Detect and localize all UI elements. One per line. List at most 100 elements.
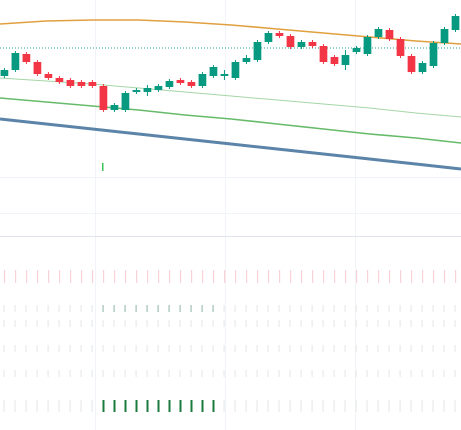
pane-tick xyxy=(135,305,137,312)
candle-body xyxy=(33,62,42,74)
pane-tick xyxy=(245,345,247,352)
pane-tick xyxy=(322,320,324,327)
pane-tick xyxy=(377,305,379,312)
pane-tick xyxy=(301,270,303,283)
pane-tick xyxy=(102,345,104,352)
candle-body xyxy=(407,56,416,72)
pane-tick xyxy=(322,345,324,352)
pane-tick xyxy=(36,305,38,312)
candle-body xyxy=(143,88,152,92)
pane-tick xyxy=(36,345,38,352)
signal-tick xyxy=(102,163,104,171)
pane-tick xyxy=(223,400,225,412)
ma-line xyxy=(0,117,461,171)
pane-tick xyxy=(102,305,104,312)
pane-tick xyxy=(14,400,16,412)
pane-tick xyxy=(80,400,82,412)
pane-tick xyxy=(14,370,16,377)
pane-tick xyxy=(25,305,27,312)
pane-tick xyxy=(47,320,49,327)
pane-tick xyxy=(410,400,412,412)
pane-tick xyxy=(268,270,270,283)
pane-tick xyxy=(124,320,126,327)
pane-tick xyxy=(58,305,60,312)
pane-tick xyxy=(388,345,390,352)
pane-tick xyxy=(91,370,93,377)
pane-tick xyxy=(322,370,324,377)
pane-tick xyxy=(58,345,60,352)
pane-tick xyxy=(257,270,259,283)
pane-tick xyxy=(190,305,192,312)
pane-tick xyxy=(179,320,181,327)
pane-tick xyxy=(36,320,38,327)
candle-body xyxy=(55,78,64,82)
pane-tick xyxy=(80,370,82,377)
candle-body xyxy=(341,55,350,65)
pane-tick xyxy=(37,270,39,283)
pane-tick xyxy=(190,370,192,377)
candle-body xyxy=(0,70,9,76)
pane-tick xyxy=(179,370,181,377)
pane-tick xyxy=(389,270,391,283)
pane-tick xyxy=(256,320,258,327)
pane-tick xyxy=(278,345,280,352)
pane-tick xyxy=(289,305,291,312)
pane-tick xyxy=(168,370,170,377)
pane-tick xyxy=(102,370,104,377)
pane-tick xyxy=(80,345,82,352)
pane-tick xyxy=(224,270,226,283)
pane-tick xyxy=(421,400,423,412)
indicator-panes xyxy=(3,270,457,412)
candle-body xyxy=(121,93,130,110)
pane-tick xyxy=(411,270,413,283)
pane-tick xyxy=(235,270,237,283)
pane-tick xyxy=(4,270,6,283)
pane-tick xyxy=(289,370,291,377)
pane-tick xyxy=(146,400,149,412)
pane-tick xyxy=(323,270,325,283)
pane-tick xyxy=(334,270,336,283)
candle-body xyxy=(77,82,86,86)
pane-tick xyxy=(289,345,291,352)
pane-tick xyxy=(278,305,280,312)
pane-tick xyxy=(312,270,314,283)
pane-tick xyxy=(124,400,127,412)
pane-tick xyxy=(81,270,83,283)
pane-tick xyxy=(421,320,423,327)
candle-body xyxy=(44,74,53,78)
candle-body xyxy=(22,54,31,62)
pane-tick xyxy=(47,305,49,312)
candle-body xyxy=(253,42,262,60)
pane-tick xyxy=(311,345,313,352)
pane-tick xyxy=(223,345,225,352)
pane-tick xyxy=(300,305,302,312)
pane-tick xyxy=(212,370,214,377)
pane-tick xyxy=(14,320,16,327)
candle-body xyxy=(374,29,383,37)
candle-body xyxy=(429,43,438,66)
pane-tick xyxy=(344,400,346,412)
pane-tick xyxy=(267,305,269,312)
pane-tick xyxy=(454,320,456,327)
pane-tick xyxy=(124,345,126,352)
pane-tick xyxy=(113,345,115,352)
pane-tick xyxy=(367,270,369,283)
candle-body xyxy=(209,67,218,76)
pane-tick xyxy=(311,305,313,312)
pane-tick xyxy=(125,270,127,283)
pane-tick xyxy=(146,320,148,327)
candle-body xyxy=(286,36,295,47)
pane-tick xyxy=(25,345,27,352)
pane-tick xyxy=(410,320,412,327)
pane-tick xyxy=(355,400,357,412)
pane-tick xyxy=(157,370,159,377)
pane-tick xyxy=(290,270,292,283)
pane-tick xyxy=(80,305,82,312)
pane-tick xyxy=(234,370,236,377)
pane-tick xyxy=(234,320,236,327)
pane-tick xyxy=(245,370,247,377)
pane-tick xyxy=(356,270,358,283)
candle-body xyxy=(11,53,20,70)
pane-tick xyxy=(113,370,115,377)
pane-tick xyxy=(190,345,192,352)
